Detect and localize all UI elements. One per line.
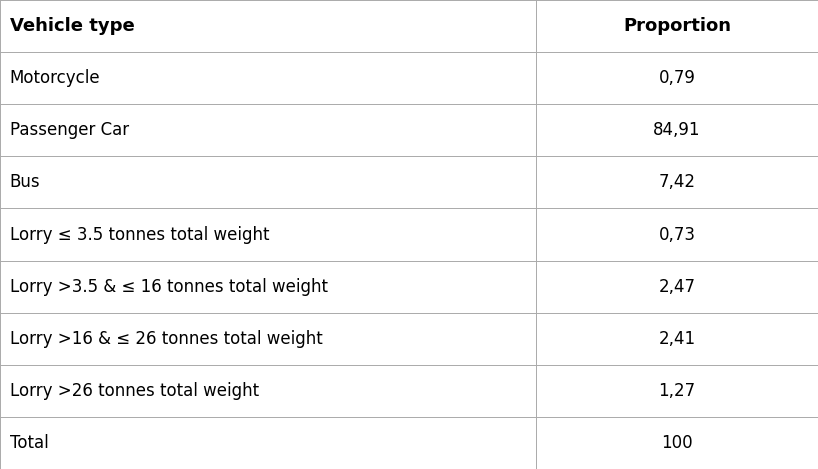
Text: 1,27: 1,27 — [658, 382, 695, 400]
Text: Motorcycle: Motorcycle — [10, 69, 101, 87]
Text: Bus: Bus — [10, 174, 40, 191]
Text: 2,47: 2,47 — [658, 278, 695, 295]
Text: 0,73: 0,73 — [658, 226, 695, 243]
Text: Lorry >26 tonnes total weight: Lorry >26 tonnes total weight — [10, 382, 259, 400]
Text: 0,79: 0,79 — [658, 69, 695, 87]
Text: 7,42: 7,42 — [658, 174, 695, 191]
Text: Proportion: Proportion — [622, 17, 731, 35]
Text: Total: Total — [10, 434, 48, 452]
Text: Passenger Car: Passenger Car — [10, 121, 129, 139]
Text: Lorry >3.5 & ≤ 16 tonnes total weight: Lorry >3.5 & ≤ 16 tonnes total weight — [10, 278, 328, 295]
Text: 100: 100 — [661, 434, 693, 452]
Text: Lorry >16 & ≤ 26 tonnes total weight: Lorry >16 & ≤ 26 tonnes total weight — [10, 330, 322, 348]
Text: Lorry ≤ 3.5 tonnes total weight: Lorry ≤ 3.5 tonnes total weight — [10, 226, 269, 243]
Text: 84,91: 84,91 — [653, 121, 701, 139]
Text: 2,41: 2,41 — [658, 330, 695, 348]
Text: Vehicle type: Vehicle type — [10, 17, 135, 35]
